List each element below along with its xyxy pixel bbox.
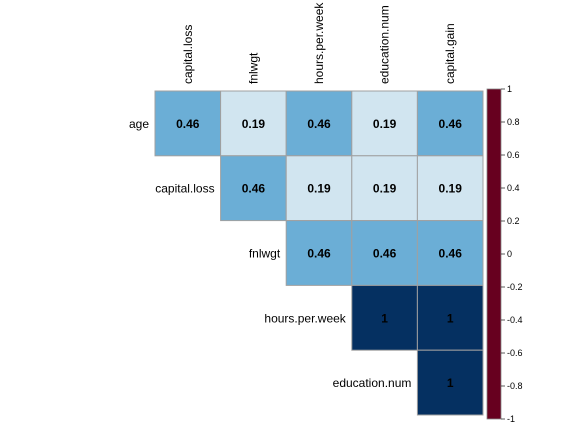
column-label: capital.loss [181,25,195,84]
cell-value-label: 1 [381,311,388,325]
colorbar-tick-label: 0.6 [507,150,520,160]
heatmap-cell [351,90,418,157]
heatmap-cell [416,349,484,416]
cell-value-label: 0.19 [242,117,266,131]
colorbar-tick-label: -0.8 [507,381,523,391]
heatmap-cell [285,90,353,157]
colorbar-gradient [486,88,502,420]
colorbar-tick-label: -0.4 [507,315,523,325]
column-label: education.num [378,5,392,84]
heatmap-cell [154,90,222,157]
colorbar-tick-label: 1 [507,84,512,94]
cell-value-label: 1 [447,376,454,390]
cell-value-label: 0.46 [307,117,331,131]
cell-value-label: 0.46 [373,247,397,261]
row-labels: age capital.loss fnlwgt hours.per.week educa… [129,117,411,390]
row-label: age [129,117,149,131]
cell-value-label: 0.46 [242,182,266,196]
cells-layer [154,90,484,416]
cell-value-label: 0.19 [373,182,397,196]
cell-value-label: 0.19 [307,182,331,196]
row-label: fnlwgt [249,247,281,261]
heatmap-cell [416,284,484,351]
heatmap-cell [351,284,418,351]
cell-value-label: 0.19 [439,182,463,196]
row-label: hours.per.week [264,311,346,325]
heatmap-cell [220,90,287,157]
cell-value-label: 0.46 [307,247,331,261]
cell-value-label: 1 [447,311,454,325]
cell-value-label: 0.19 [373,117,397,131]
cell-value-label: 0.46 [439,117,463,131]
column-label: fnlwgt [246,52,260,84]
heatmap-cell [220,155,287,222]
colorbar-tick-label: -0.6 [507,348,523,358]
cell-values-layer: 0.46 0.19 0.46 0.19 0.46 0.46 0.19 0.19 0.19 0.46… [176,117,462,390]
column-labels: capital.loss fnlwgt hours.per.week educatio… [181,2,457,84]
heatmap-cell [416,220,484,286]
colorbar-tick-label: 0.8 [507,117,520,127]
colorbar-tick-label: -0.2 [507,282,523,292]
colorbar-tick-label: 0 [507,249,512,259]
row-label: capital.loss [155,182,214,196]
heatmap-cell [351,155,418,222]
cell-value-label: 0.46 [176,117,200,131]
colorbar-tick-label: 0.4 [507,183,520,193]
colorbar-tick-label: -1 [507,414,515,424]
column-label: hours.per.week [312,2,326,84]
column-label: capital.gain [443,23,457,84]
colorbar-tick-label: 0.2 [507,216,520,226]
cell-value-label: 0.46 [439,247,463,261]
colorbar: 1 0.8 0.6 0.4 0.2 0 -0.2 -0.4 -0.6 -0.8 -1 [486,84,523,424]
heatmap-cell [285,220,353,286]
row-label: education.num [333,376,412,390]
